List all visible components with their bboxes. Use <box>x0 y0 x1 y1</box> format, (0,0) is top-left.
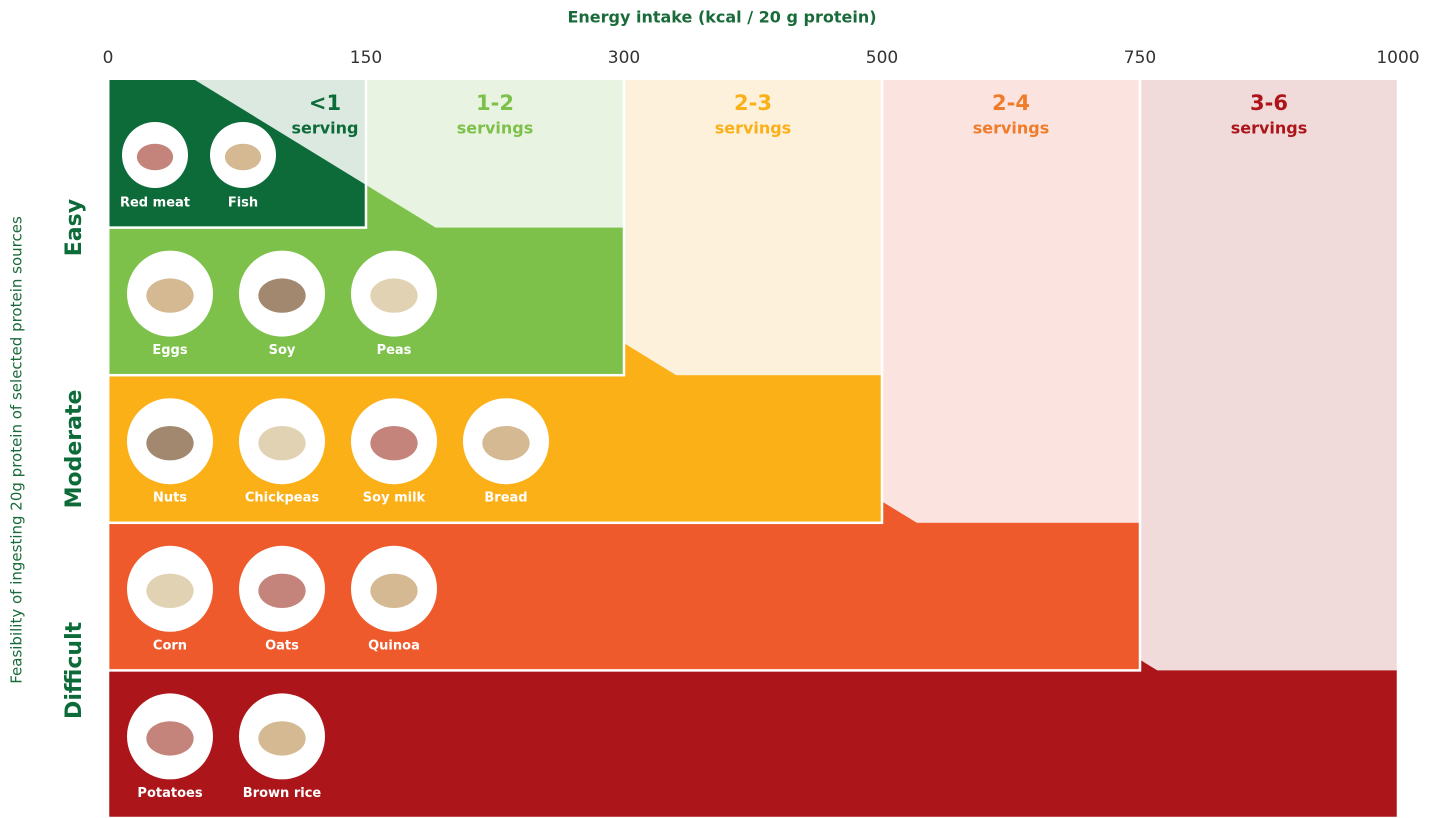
food-icon-image <box>370 426 417 460</box>
food-icon-image <box>146 426 193 460</box>
food-icon-image <box>146 574 193 608</box>
food-label: Brown rice <box>243 786 322 801</box>
food-label: Oats <box>265 638 299 653</box>
page: Energy intake (kcal / 20 g protein) Feas… <box>0 0 1444 818</box>
column-header: 2-3 <box>734 91 772 115</box>
x-tick-label: 750 <box>1124 48 1156 68</box>
food-icon-image <box>225 144 261 170</box>
food-icon-image <box>258 278 305 312</box>
column-header-sub: servings <box>715 119 792 138</box>
food-label: Peas <box>377 343 412 358</box>
food-icon-image <box>370 278 417 312</box>
x-tick-label: 300 <box>608 48 640 68</box>
food-label: Corn <box>153 638 187 653</box>
column-header-sub: serving <box>291 119 358 138</box>
x-tick-label: 150 <box>350 48 382 68</box>
food-label: Eggs <box>152 343 187 358</box>
food-label: Quinoa <box>368 638 420 653</box>
food-icon-image <box>137 144 173 170</box>
food-icon-image <box>146 278 193 312</box>
x-tick-label: 1000 <box>1376 48 1419 68</box>
column-header: 2-4 <box>992 91 1030 115</box>
chart: Energy intake (kcal / 20 g protein) Feas… <box>0 0 1444 818</box>
column-header-sub: servings <box>973 119 1050 138</box>
food-icon-image <box>258 426 305 460</box>
food-icon-image <box>258 574 305 608</box>
food-label: Chickpeas <box>245 491 319 506</box>
x-tick-label: 500 <box>866 48 898 68</box>
food-icon-image <box>370 574 417 608</box>
feasibility-label: Easy <box>62 199 87 256</box>
food-icon-image <box>258 721 305 755</box>
y-axis-label: Feasibility of ingesting 20g protein of … <box>8 216 26 684</box>
column-header-sub: servings <box>457 119 534 138</box>
feasibility-label: Moderate <box>62 390 87 509</box>
food-icon-image <box>482 426 529 460</box>
food-label: Fish <box>228 196 258 211</box>
x-tick-label: 0 <box>103 48 114 68</box>
feasibility-label: Difficult <box>62 621 87 719</box>
food-icon-image <box>146 721 193 755</box>
food-label: Bread <box>484 491 527 506</box>
column-header: 1-2 <box>476 91 514 115</box>
food-label: Red meat <box>120 196 190 211</box>
x-axis-label: Energy intake (kcal / 20 g protein) <box>567 8 876 27</box>
food-label: Nuts <box>153 491 187 506</box>
column-header-sub: servings <box>1231 119 1308 138</box>
food-label: Soy milk <box>363 491 426 506</box>
column-header: 3-6 <box>1250 91 1288 115</box>
food-label: Potatoes <box>137 786 202 801</box>
column-header: <1 <box>309 91 341 115</box>
food-label: Soy <box>269 343 296 358</box>
